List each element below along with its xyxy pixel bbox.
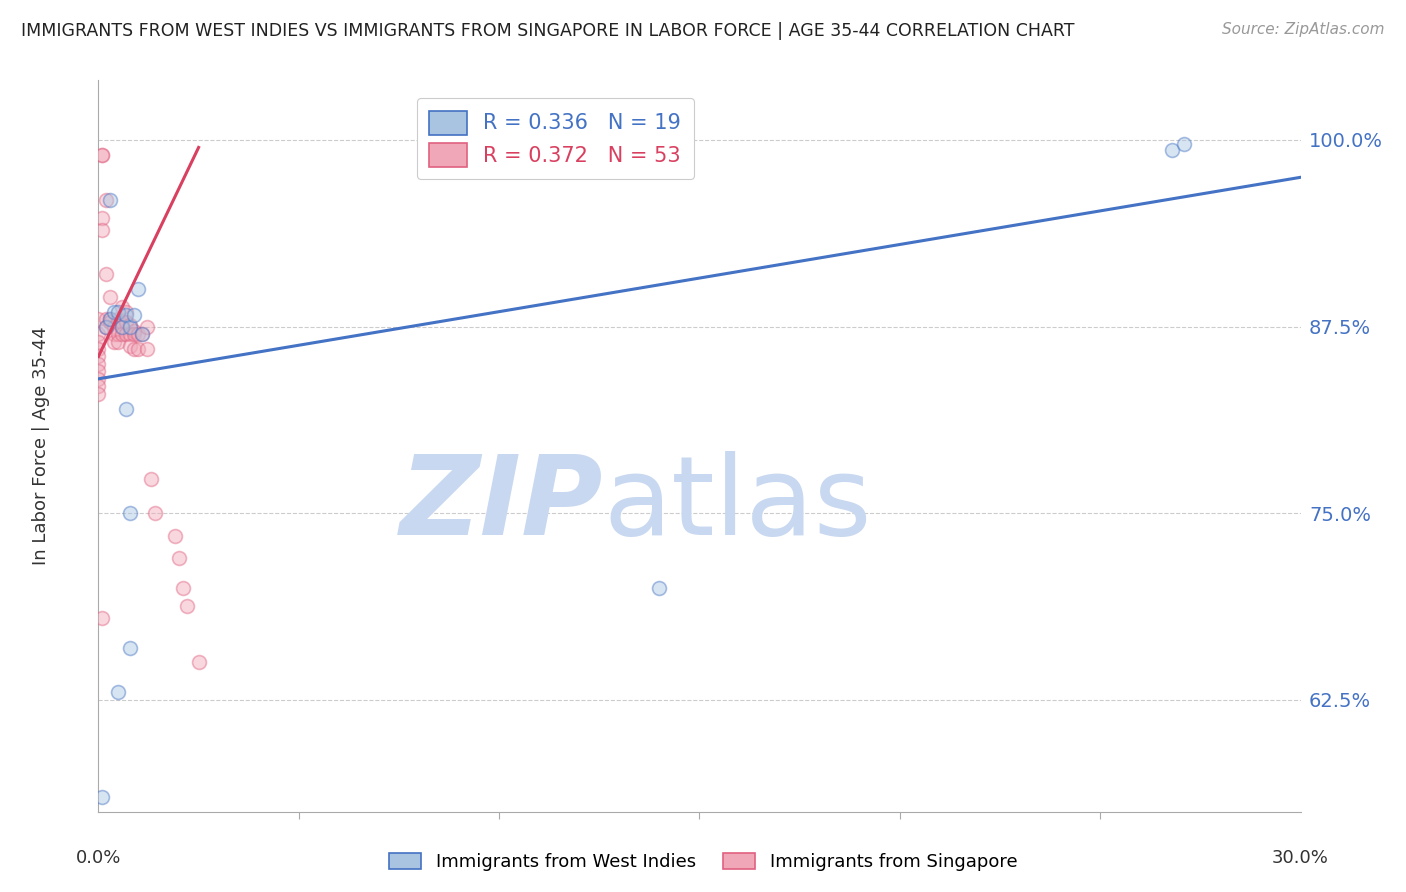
Point bbox=[120, 326, 142, 341]
Point bbox=[87, 312, 110, 326]
Point bbox=[107, 312, 129, 326]
Text: 30.0%: 30.0% bbox=[1272, 849, 1329, 867]
Point bbox=[111, 326, 134, 341]
Point bbox=[1161, 144, 1184, 158]
Point bbox=[91, 148, 114, 162]
Point bbox=[128, 326, 150, 341]
Point bbox=[115, 308, 138, 322]
Point bbox=[1173, 137, 1195, 152]
Point bbox=[120, 318, 142, 332]
Text: 0.0%: 0.0% bbox=[76, 849, 121, 867]
Point bbox=[120, 640, 142, 655]
Point bbox=[131, 326, 153, 341]
Point bbox=[120, 319, 142, 334]
Point bbox=[143, 506, 166, 520]
Point bbox=[87, 386, 110, 401]
Point bbox=[115, 315, 138, 329]
Point bbox=[115, 401, 138, 416]
Point bbox=[111, 319, 134, 334]
Point bbox=[163, 528, 186, 542]
Point bbox=[107, 685, 129, 699]
Text: ZIP: ZIP bbox=[399, 451, 603, 558]
Point bbox=[91, 211, 114, 225]
Point bbox=[103, 326, 125, 341]
Point bbox=[87, 334, 110, 349]
Point bbox=[120, 506, 142, 520]
Text: Source: ZipAtlas.com: Source: ZipAtlas.com bbox=[1222, 22, 1385, 37]
Point bbox=[115, 326, 138, 341]
Point bbox=[135, 319, 157, 334]
Point bbox=[91, 789, 114, 804]
Legend: R = 0.336   N = 19, R = 0.372   N = 53: R = 0.336 N = 19, R = 0.372 N = 53 bbox=[416, 98, 693, 179]
Point bbox=[124, 326, 146, 341]
Point bbox=[87, 326, 110, 341]
Point bbox=[176, 599, 198, 613]
Point bbox=[187, 656, 209, 670]
Point bbox=[91, 610, 114, 624]
Point bbox=[87, 364, 110, 378]
Point bbox=[648, 581, 671, 595]
Legend: Immigrants from West Indies, Immigrants from Singapore: Immigrants from West Indies, Immigrants … bbox=[381, 846, 1025, 879]
Point bbox=[172, 581, 194, 595]
Point bbox=[120, 339, 142, 353]
Point bbox=[87, 350, 110, 364]
Point bbox=[128, 282, 150, 296]
Point bbox=[100, 290, 122, 304]
Point bbox=[87, 357, 110, 371]
Text: In Labor Force | Age 35-44: In Labor Force | Age 35-44 bbox=[32, 326, 49, 566]
Point bbox=[111, 300, 134, 314]
Point bbox=[87, 372, 110, 386]
Point bbox=[100, 193, 122, 207]
Point bbox=[100, 315, 122, 329]
Point bbox=[111, 315, 134, 329]
Point bbox=[103, 304, 125, 318]
Point bbox=[91, 148, 114, 162]
Point bbox=[96, 268, 118, 282]
Point bbox=[167, 551, 190, 566]
Point bbox=[124, 342, 146, 356]
Point bbox=[107, 304, 129, 318]
Point bbox=[100, 312, 122, 326]
Point bbox=[103, 319, 125, 334]
Point bbox=[96, 319, 118, 334]
Point bbox=[87, 342, 110, 356]
Point bbox=[87, 379, 110, 393]
Point bbox=[103, 334, 125, 349]
Text: IMMIGRANTS FROM WEST INDIES VS IMMIGRANTS FROM SINGAPORE IN LABOR FORCE | AGE 35: IMMIGRANTS FROM WEST INDIES VS IMMIGRANT… bbox=[21, 22, 1074, 40]
Point bbox=[128, 342, 150, 356]
Point bbox=[96, 312, 118, 326]
Point bbox=[96, 319, 118, 334]
Point bbox=[115, 304, 138, 318]
Point bbox=[111, 319, 134, 334]
Point bbox=[124, 324, 146, 338]
Point bbox=[107, 334, 129, 349]
Point bbox=[107, 326, 129, 341]
Point bbox=[131, 326, 153, 341]
Point bbox=[135, 342, 157, 356]
Point bbox=[91, 222, 114, 236]
Point bbox=[100, 312, 122, 326]
Point bbox=[124, 308, 146, 322]
Text: atlas: atlas bbox=[603, 451, 872, 558]
Point bbox=[139, 472, 162, 486]
Point bbox=[96, 193, 118, 207]
